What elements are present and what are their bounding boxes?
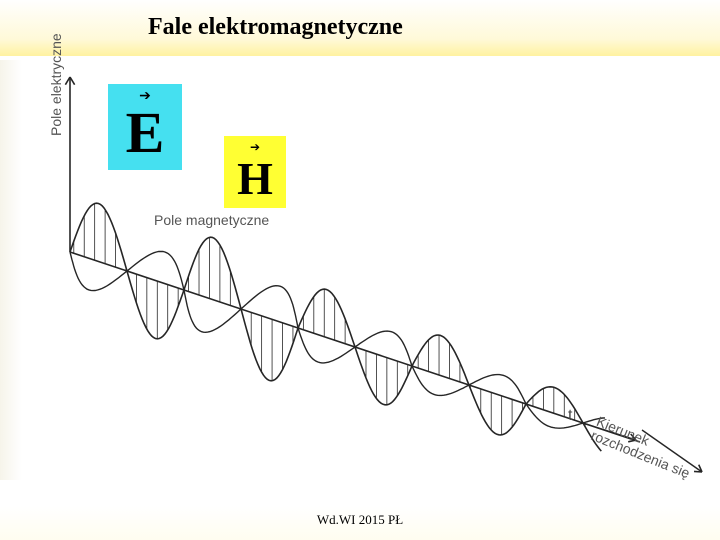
slide: Fale elektromagnetyczne Pole elektryczne… (0, 0, 720, 540)
footer-text: Wd.WI 2015 PŁ (317, 512, 403, 528)
time-label: t (568, 407, 572, 425)
page-title: Fale elektromagnetyczne (148, 14, 403, 41)
